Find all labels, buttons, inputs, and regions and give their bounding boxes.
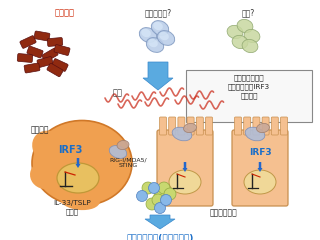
Text: IRF3: IRF3 xyxy=(249,148,271,157)
FancyBboxPatch shape xyxy=(37,57,53,67)
Ellipse shape xyxy=(237,19,253,33)
Ellipse shape xyxy=(227,25,243,39)
Text: IL-33/TSLP
の産生: IL-33/TSLP の産生 xyxy=(53,200,91,215)
Ellipse shape xyxy=(141,29,151,37)
Circle shape xyxy=(161,194,172,205)
Text: 核酸認識受容体
経路を介したIRF3
の活性化: 核酸認識受容体 経路を介したIRF3 の活性化 xyxy=(228,74,270,99)
Ellipse shape xyxy=(148,39,158,47)
FancyArrow shape xyxy=(182,162,188,172)
Ellipse shape xyxy=(257,123,269,132)
Ellipse shape xyxy=(109,146,127,158)
Text: 上皮死細胞?: 上皮死細胞? xyxy=(144,8,172,17)
FancyBboxPatch shape xyxy=(27,46,43,58)
Ellipse shape xyxy=(169,170,201,194)
Ellipse shape xyxy=(159,32,169,40)
FancyBboxPatch shape xyxy=(42,48,58,62)
Ellipse shape xyxy=(245,127,265,141)
FancyBboxPatch shape xyxy=(262,117,269,135)
Text: 大腸上皮細胞: 大腸上皮細胞 xyxy=(210,208,238,217)
FancyBboxPatch shape xyxy=(178,117,185,135)
Circle shape xyxy=(164,188,176,200)
FancyBboxPatch shape xyxy=(24,63,40,73)
Circle shape xyxy=(148,182,159,193)
Ellipse shape xyxy=(184,123,196,132)
Ellipse shape xyxy=(60,190,100,210)
FancyBboxPatch shape xyxy=(205,117,212,135)
FancyBboxPatch shape xyxy=(54,45,70,55)
Ellipse shape xyxy=(244,29,260,43)
Text: 常在細菌: 常在細菌 xyxy=(55,8,75,17)
Ellipse shape xyxy=(57,163,99,193)
Ellipse shape xyxy=(32,120,132,205)
Text: 大腸炎の抑制(回復の促進): 大腸炎の抑制(回復の促進) xyxy=(126,233,194,240)
Ellipse shape xyxy=(30,161,60,189)
Text: 免疫細胞: 免疫細胞 xyxy=(31,125,49,134)
Ellipse shape xyxy=(32,131,68,165)
Ellipse shape xyxy=(153,22,163,30)
FancyBboxPatch shape xyxy=(47,63,63,77)
FancyBboxPatch shape xyxy=(232,130,288,206)
Ellipse shape xyxy=(242,39,258,53)
Circle shape xyxy=(137,191,148,202)
Text: 食物?: 食物? xyxy=(241,8,255,17)
FancyBboxPatch shape xyxy=(52,59,68,71)
FancyBboxPatch shape xyxy=(159,117,166,135)
Ellipse shape xyxy=(117,140,129,150)
Ellipse shape xyxy=(244,170,276,194)
FancyBboxPatch shape xyxy=(235,117,242,135)
FancyBboxPatch shape xyxy=(186,70,312,122)
FancyArrow shape xyxy=(145,215,175,229)
Text: 核酸: 核酸 xyxy=(113,88,123,97)
FancyBboxPatch shape xyxy=(187,117,194,135)
Ellipse shape xyxy=(172,127,192,141)
Circle shape xyxy=(142,182,154,194)
FancyBboxPatch shape xyxy=(20,36,36,48)
FancyBboxPatch shape xyxy=(47,37,63,47)
Ellipse shape xyxy=(157,31,175,45)
Ellipse shape xyxy=(85,171,115,199)
FancyBboxPatch shape xyxy=(196,117,203,135)
Circle shape xyxy=(146,198,158,210)
Text: IRF3: IRF3 xyxy=(58,145,82,155)
Ellipse shape xyxy=(139,28,157,42)
Ellipse shape xyxy=(101,144,129,166)
Circle shape xyxy=(158,182,170,194)
Circle shape xyxy=(154,190,166,202)
FancyBboxPatch shape xyxy=(34,31,50,41)
Ellipse shape xyxy=(146,38,164,52)
FancyBboxPatch shape xyxy=(157,130,213,206)
FancyBboxPatch shape xyxy=(281,117,287,135)
Circle shape xyxy=(152,194,164,206)
Ellipse shape xyxy=(151,21,169,35)
FancyArrow shape xyxy=(76,158,81,168)
FancyArrow shape xyxy=(258,162,262,172)
FancyBboxPatch shape xyxy=(244,117,251,135)
Ellipse shape xyxy=(232,35,248,49)
FancyBboxPatch shape xyxy=(253,117,260,135)
FancyBboxPatch shape xyxy=(17,54,33,62)
FancyArrow shape xyxy=(143,62,173,90)
Text: RIG-I/MDA5/
STING: RIG-I/MDA5/ STING xyxy=(109,157,147,168)
FancyBboxPatch shape xyxy=(271,117,278,135)
FancyBboxPatch shape xyxy=(169,117,176,135)
Circle shape xyxy=(155,203,165,214)
